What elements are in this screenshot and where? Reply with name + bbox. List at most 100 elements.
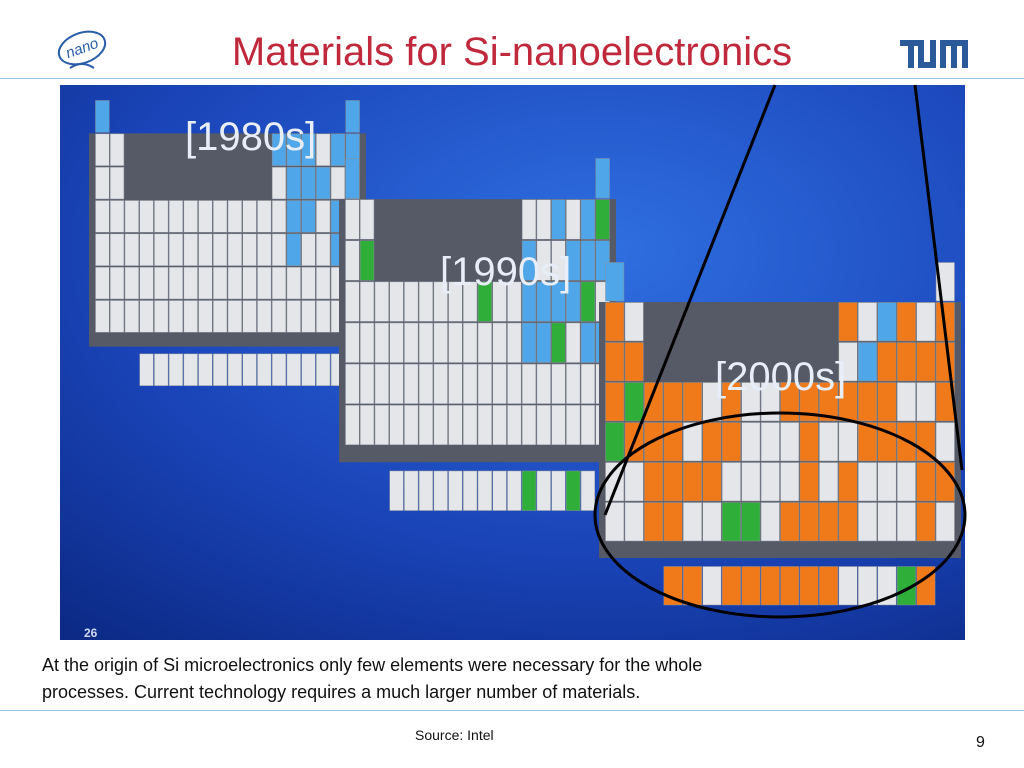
element-cell: [389, 363, 404, 404]
element-cell: [198, 233, 213, 266]
element-cell: [799, 422, 819, 462]
element-cell: [227, 353, 242, 386]
element-cell: [663, 502, 683, 542]
element-cell: [404, 281, 419, 322]
element-cell: [286, 166, 301, 200]
element-cell: [838, 566, 858, 606]
element-cell: [301, 300, 316, 333]
element-cell: [316, 233, 331, 266]
element-cell: [877, 462, 897, 502]
element-cell: [271, 200, 287, 233]
element-cell: [683, 462, 702, 502]
element-cell: [566, 322, 581, 363]
element-cell: [345, 322, 360, 363]
element-cell: [566, 240, 581, 281]
element-cell: [580, 470, 596, 511]
footer-rule: [0, 710, 1024, 711]
element-cell: [605, 422, 625, 462]
element-cell: [213, 200, 228, 233]
element-cell: [463, 404, 478, 446]
element-cell: [551, 363, 566, 404]
element-cell: [935, 422, 955, 462]
element-cell: [242, 266, 257, 300]
element-cell: [741, 422, 761, 462]
element-cell: [580, 363, 596, 404]
element-cell: [595, 158, 610, 199]
element-cell: [286, 353, 301, 386]
element-cell: [389, 322, 404, 363]
element-cell: [566, 470, 581, 511]
element-cell: [242, 300, 257, 333]
page-number: 9: [976, 734, 985, 751]
element-cell: [154, 300, 169, 333]
element-cell: [271, 266, 287, 300]
element-cell: [154, 266, 169, 300]
element-cell: [95, 233, 110, 266]
element-cell: [477, 322, 492, 363]
element-cell: [95, 266, 110, 300]
element-cell: [374, 404, 389, 446]
element-cell: [477, 281, 492, 322]
element-cell: [433, 470, 448, 511]
element-cell: [760, 502, 780, 542]
element-cell: [213, 300, 228, 333]
element-cell: [580, 240, 596, 281]
element-cell: [301, 133, 316, 166]
element-cell: [316, 166, 331, 200]
element-cell: [521, 470, 537, 511]
highlight-ellipse: [593, 411, 967, 619]
element-cell: [286, 133, 301, 166]
element-cell: [566, 363, 581, 404]
element-cell: [389, 281, 404, 322]
element-cell: [624, 382, 644, 422]
element-cell: [683, 382, 702, 422]
element-cell: [301, 353, 316, 386]
element-cell: [198, 300, 213, 333]
element-cell: [227, 300, 242, 333]
element-cell: [433, 281, 448, 322]
era-label: [2000s]: [715, 355, 846, 399]
element-cell: [345, 199, 360, 240]
element-cell: [536, 240, 551, 281]
element-cell: [507, 470, 522, 511]
element-cell: [536, 470, 551, 511]
element-cell: [301, 166, 316, 200]
element-cell: [168, 300, 184, 333]
element-cell: [198, 266, 213, 300]
caption: At the origin of Si microelectronics onl…: [42, 652, 702, 706]
element-cell: [521, 404, 537, 446]
element-cell: [799, 462, 819, 502]
element-cell: [702, 566, 722, 606]
element-cell: [605, 502, 625, 542]
element-cell: [183, 300, 198, 333]
header-rule: [0, 78, 1024, 79]
element-cell: [536, 281, 551, 322]
element-cell: [896, 502, 916, 542]
element-cell: [198, 200, 213, 233]
element-cell: [242, 233, 257, 266]
element-cell: [183, 233, 198, 266]
element-cell: [536, 199, 551, 240]
element-cell: [183, 266, 198, 300]
element-cell: [838, 462, 858, 502]
element-cell: [109, 233, 125, 266]
element-cell: [345, 363, 360, 404]
element-cell: [271, 300, 287, 333]
element-cell: [896, 342, 916, 382]
element-cell: [316, 266, 331, 300]
element-cell: [257, 300, 272, 333]
element-cell: [935, 502, 955, 542]
element-cell: [507, 404, 522, 446]
element-cell: [916, 502, 936, 542]
element-cell: [477, 363, 492, 404]
element-cell: [521, 199, 537, 240]
element-cell: [418, 322, 434, 363]
element-cell: [359, 281, 375, 322]
element-cell: [316, 133, 331, 166]
slide-title: Materials for Si-nanoelectronics: [231, 30, 793, 74]
era-label: [1990s]: [440, 250, 571, 294]
element-cell: [916, 382, 936, 422]
element-cell: [168, 266, 184, 300]
periodic-tables: [89, 100, 961, 606]
element-cell: [644, 462, 664, 502]
